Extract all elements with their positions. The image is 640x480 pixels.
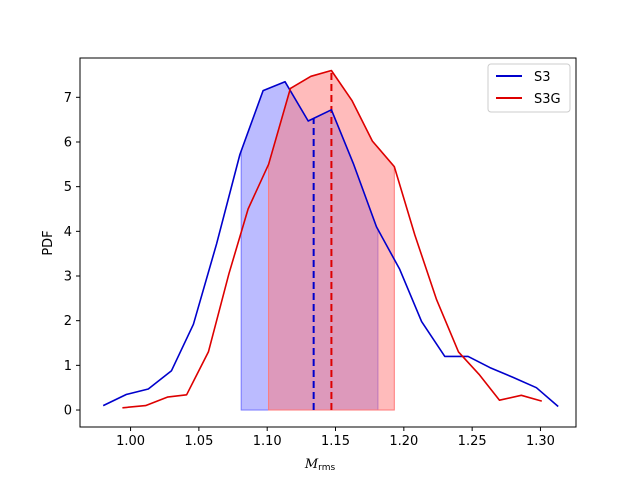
y-tick-label: 5 xyxy=(64,180,72,195)
x-axis-label: Mrms xyxy=(304,457,336,473)
x-tick-label: 1.05 xyxy=(184,434,213,449)
x-tick-label: 1.25 xyxy=(458,434,487,449)
s3-series-line xyxy=(102,80,559,408)
y-tick-label: 3 xyxy=(64,270,72,285)
x-tick-label: 1.15 xyxy=(321,434,350,449)
y-tick-label: 6 xyxy=(64,135,72,150)
x-tick-label: 1.00 xyxy=(116,434,145,449)
y-tick-label: 7 xyxy=(64,91,72,106)
y-tick-label: 2 xyxy=(64,314,72,329)
legend-label-s3: S3 xyxy=(534,70,551,85)
s3g-series-line xyxy=(122,69,543,409)
legend-label-s3g: S3G xyxy=(534,92,561,107)
x-tick-label: 1.10 xyxy=(253,434,282,449)
y-tick-label: 0 xyxy=(64,404,72,419)
x-tick-label: 1.30 xyxy=(526,434,555,449)
plot-frame xyxy=(79,57,577,428)
x-tick-label: 1.20 xyxy=(389,434,418,449)
y-tick-label: 1 xyxy=(64,359,72,374)
y-axis-label: PDF xyxy=(41,230,56,255)
y-tick-label: 4 xyxy=(64,225,72,240)
